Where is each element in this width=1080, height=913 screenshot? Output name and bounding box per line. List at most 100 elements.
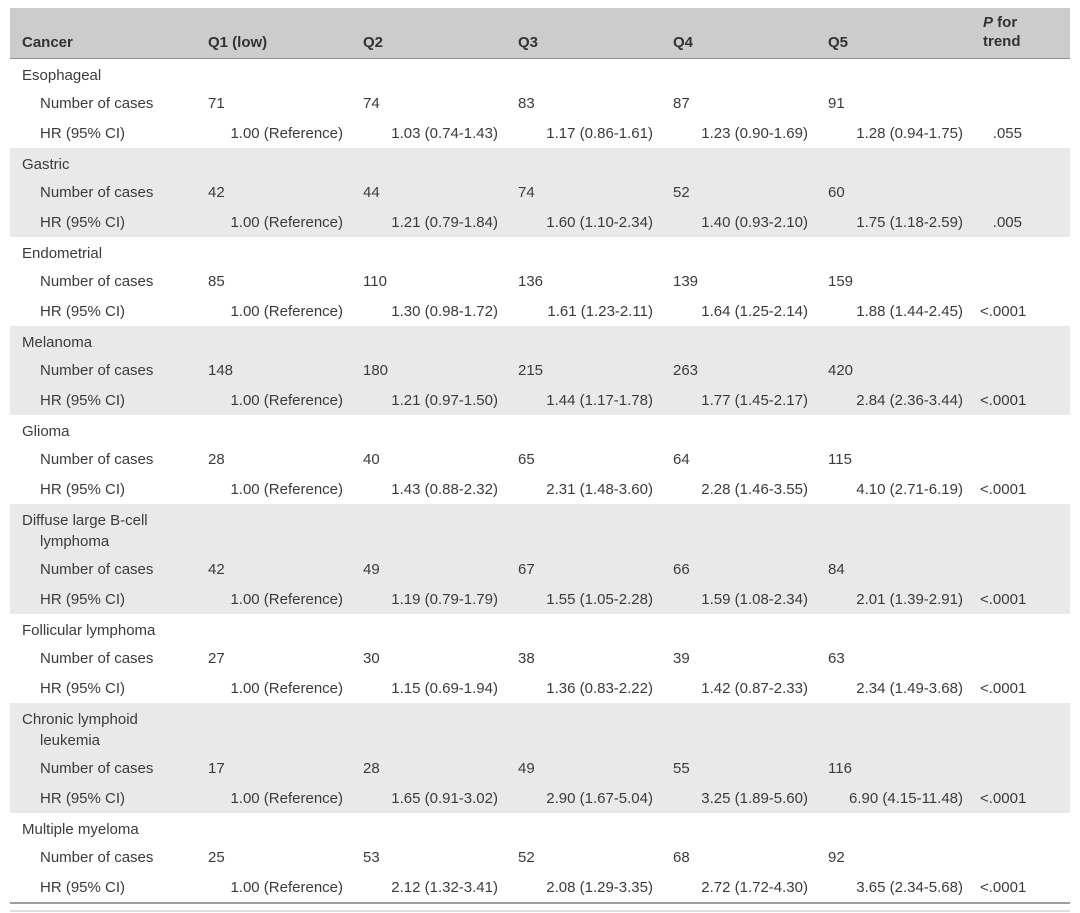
- cases-q2: 49: [363, 561, 380, 579]
- hr-q3: 1.17 (0.86-1.61): [546, 124, 653, 142]
- hr-q5: 2.84 (2.36-3.44): [856, 391, 963, 409]
- cases-q5: 84: [828, 561, 845, 579]
- cancer-name: Esophageal: [22, 67, 102, 84]
- row-label-hr: HR (95% CI): [40, 789, 126, 807]
- cancer-group-chronic-lymphoid-leukemia: Chronic lymphoid leukemia Number of case…: [10, 703, 1070, 813]
- cases-q1: 85: [208, 273, 225, 291]
- cases-q4: 55: [673, 760, 690, 778]
- hr-q4: 1.42 (0.87-2.33): [701, 679, 808, 697]
- column-header-p-for-trend: P for trend: [980, 13, 1070, 58]
- cases-q2: 44: [363, 184, 380, 202]
- p-value: <.0001: [980, 480, 1027, 498]
- cases-q5: 116: [828, 760, 852, 778]
- cases-q3: 65: [518, 451, 535, 469]
- hr-q3: 1.36 (0.83-2.22): [546, 679, 653, 697]
- hr-q1: 1.00 (Reference): [230, 480, 343, 498]
- cases-q4: 87: [673, 95, 690, 113]
- cases-q3: 136: [518, 273, 544, 291]
- hr-q2: 1.03 (0.74-1.43): [391, 124, 498, 142]
- column-header-q3: Q3: [518, 34, 539, 51]
- column-header-q4: Q4: [673, 34, 694, 51]
- row-label-cases: Number of cases: [40, 849, 154, 867]
- cancer-name: Follicular lymphoma: [22, 622, 156, 639]
- hr-q4: 1.77 (1.45-2.17): [701, 391, 808, 409]
- row-label-hr: HR (95% CI): [40, 213, 126, 231]
- row-label-hr: HR (95% CI): [40, 124, 126, 142]
- cases-q5: 92: [828, 849, 845, 867]
- row-label-cases: Number of cases: [40, 561, 154, 579]
- row-label-hr: HR (95% CI): [40, 391, 126, 409]
- cancer-group-multiple-myeloma: Multiple myeloma Number of cases 25 53 5…: [10, 813, 1070, 902]
- hr-row: HR (95% CI) 1.00 (Reference) 1.19 (0.79-…: [10, 585, 1070, 615]
- cases-row: Number of cases 17 28 49 55 116: [10, 754, 1070, 784]
- cases-q1: 25: [208, 849, 225, 867]
- cancer-name: Glioma: [22, 423, 70, 440]
- cases-q3: 38: [518, 650, 535, 668]
- cases-q2: 110: [363, 273, 387, 291]
- hr-q2: 1.43 (0.88-2.32): [391, 480, 498, 498]
- cases-row: Number of cases 25 53 52 68 92: [10, 843, 1070, 873]
- p-value: <.0001: [980, 391, 1027, 409]
- hr-q3: 2.90 (1.67-5.04): [546, 789, 653, 807]
- hr-q4: 1.23 (0.90-1.69): [701, 124, 808, 142]
- p-italic: P: [983, 14, 994, 31]
- cases-q3: 67: [518, 561, 535, 579]
- column-header-cancer: Cancer: [22, 34, 73, 51]
- cancer-name: Gastric: [22, 156, 70, 173]
- cases-row: Number of cases 71 74 83 87 91: [10, 89, 1070, 119]
- cases-q5: 159: [828, 273, 854, 291]
- hr-q5: 4.10 (2.71-6.19): [856, 480, 963, 498]
- cases-q5: 63: [828, 650, 845, 668]
- table-bottom-rule: [10, 902, 1070, 912]
- cases-q2: 40: [363, 451, 380, 469]
- p-for-text: for: [993, 14, 1018, 31]
- row-label-cases: Number of cases: [40, 760, 154, 778]
- hr-q2: 1.21 (0.97-1.50): [391, 391, 498, 409]
- hr-q5: 3.65 (2.34-5.68): [856, 878, 963, 896]
- hr-q4: 3.25 (1.89-5.60): [701, 789, 808, 807]
- cases-q5: 115: [828, 451, 852, 469]
- cancer-name: Chronic lymphoid leukemia: [22, 711, 138, 749]
- hr-q3: 1.55 (1.05-2.28): [546, 590, 653, 608]
- cancer-name: Diffuse large B-cell lymphoma: [22, 512, 148, 550]
- row-label-cases: Number of cases: [40, 451, 154, 469]
- cases-q3: 74: [518, 184, 535, 202]
- cases-q4: 39: [673, 650, 690, 668]
- cases-q1: 27: [208, 650, 225, 668]
- hr-q2: 1.15 (0.69-1.94): [391, 679, 498, 697]
- row-label-hr: HR (95% CI): [40, 590, 126, 608]
- cases-row: Number of cases 42 49 67 66 84: [10, 555, 1070, 585]
- hr-q3: 1.44 (1.17-1.78): [546, 391, 653, 409]
- hazard-ratio-table: Cancer Q1 (low) Q2 Q3 Q4 Q5 P for trend …: [10, 8, 1070, 912]
- column-header-q2: Q2: [363, 34, 384, 51]
- hr-q1: 1.00 (Reference): [230, 391, 343, 409]
- row-label-hr: HR (95% CI): [40, 679, 126, 697]
- hr-q5: 6.90 (4.15-11.48): [849, 789, 963, 807]
- table-header-row: Cancer Q1 (low) Q2 Q3 Q4 Q5 P for trend: [10, 8, 1070, 59]
- hr-row: HR (95% CI) 1.00 (Reference) 2.12 (1.32-…: [10, 873, 1070, 903]
- hr-q4: 2.28 (1.46-3.55): [701, 480, 808, 498]
- cases-q1: 28: [208, 451, 225, 469]
- cases-q1: 42: [208, 184, 225, 202]
- hr-q3: 2.31 (1.48-3.60): [546, 480, 653, 498]
- hr-q3: 1.61 (1.23-2.11): [547, 302, 653, 320]
- cases-q5: 420: [828, 362, 854, 380]
- cases-q5: 91: [828, 95, 845, 113]
- hr-q1: 1.00 (Reference): [230, 679, 343, 697]
- row-label-hr: HR (95% CI): [40, 480, 126, 498]
- hr-q2: 2.12 (1.32-3.41): [391, 878, 498, 896]
- cases-row: Number of cases 85 110 136 139 159: [10, 267, 1070, 297]
- cases-q1: 42: [208, 561, 225, 579]
- hr-q4: 1.64 (1.25-2.14): [701, 302, 808, 320]
- cases-q1: 71: [208, 95, 225, 113]
- p-value: <.0001: [980, 789, 1027, 807]
- p-value: .055: [992, 124, 1022, 142]
- cases-q3: 83: [518, 95, 535, 113]
- cases-row: Number of cases 148 180 215 263 420: [10, 356, 1070, 386]
- hr-row: HR (95% CI) 1.00 (Reference) 1.21 (0.97-…: [10, 386, 1070, 416]
- hr-row: HR (95% CI) 1.00 (Reference) 1.21 (0.79-…: [10, 208, 1070, 238]
- cases-q4: 68: [673, 849, 690, 867]
- hr-q2: 1.65 (0.91-3.02): [391, 789, 498, 807]
- cases-q4: 139: [673, 273, 699, 291]
